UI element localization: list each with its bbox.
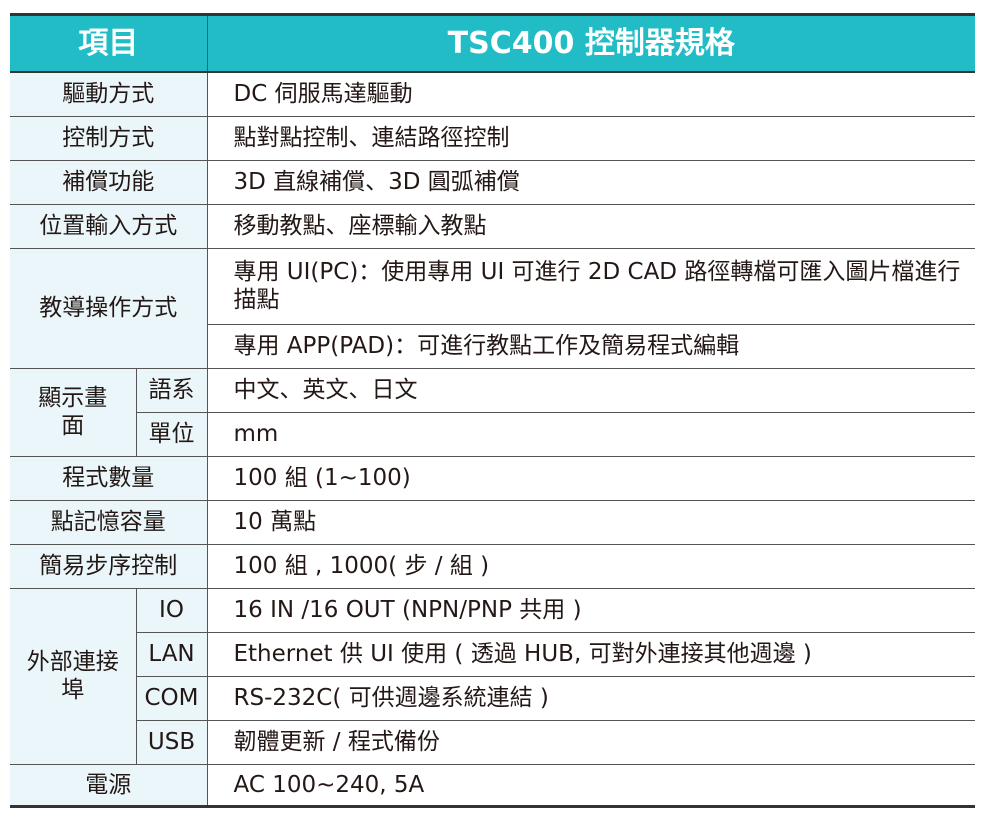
table-row: 程式數量 100 組 (1~100) — [10, 455, 975, 501]
header-row: 項目 TSC400 控制器規格 — [10, 13, 975, 73]
row-value: mm — [206, 411, 975, 457]
sub-label: USB — [136, 719, 208, 765]
row-value: 10 萬點 — [206, 499, 975, 545]
row-value: 專用 APP(PAD)：可進行教點工作及簡易程式編輯 — [207, 323, 975, 369]
row-label: 驅動方式 — [10, 71, 208, 117]
row-label: 顯示畫面 — [10, 367, 137, 457]
sub-label: IO — [135, 587, 208, 633]
row-label: 位置輸入方式 — [10, 203, 208, 249]
table-row: 補償功能 3D 直線補償、3D 圓弧補償 — [10, 159, 975, 205]
table-row: 控制方式 點對點控制、連結路徑控制 — [10, 115, 975, 161]
row-label: 程式數量 — [10, 455, 208, 501]
row-value: 移動教點、座標輸入教點 — [206, 203, 975, 249]
row-value: 專用 UI(PC)：使用專用 UI 可進行 2D CAD 路徑轉檔可匯入圖片檔進… — [206, 247, 975, 325]
row-value: 韌體更新 / 程式備份 — [206, 719, 975, 765]
table-row: 專用 APP(PAD)：可進行教點工作及簡易程式編輯 — [10, 323, 975, 369]
table-row: 顯示畫面 語系 中文、英文、日文 — [10, 367, 975, 457]
table-row: USB 韌體更新 / 程式備份 — [10, 719, 975, 765]
table-row: 外部連接埠 IO 16 IN /16 OUT (NPN/PNP 共用 ) — [10, 587, 975, 765]
row-value: 100 組 (1~100) — [206, 455, 975, 501]
header-spec: TSC400 控制器規格 — [206, 13, 975, 73]
sub-label: LAN — [136, 631, 208, 677]
row-label: 控制方式 — [10, 115, 208, 161]
sub-label: 語系 — [135, 367, 208, 413]
table-row: 電源 AC 100~240, 5A — [10, 763, 975, 808]
row-value: 3D 直線補償、3D 圓弧補償 — [206, 159, 975, 205]
sub-label: COM — [136, 675, 208, 721]
row-label: 教導操作方式 — [10, 247, 208, 369]
row-label: 點記憶容量 — [10, 499, 208, 545]
sub-label: 單位 — [136, 411, 208, 457]
row-label: 電源 — [10, 763, 208, 808]
table-row: 位置輸入方式 移動教點、座標輸入教點 — [10, 203, 975, 249]
row-value: RS-232C( 可供週邊系統連結 ) — [206, 675, 975, 721]
table-row: 單位 mm — [10, 411, 975, 457]
row-value: 點對點控制、連結路徑控制 — [206, 115, 975, 161]
row-value: DC 伺服馬達驅動 — [206, 71, 975, 117]
table-row: 點記憶容量 10 萬點 — [10, 499, 975, 545]
row-label: 外部連接埠 — [10, 587, 137, 765]
row-value: AC 100~240, 5A — [206, 763, 975, 808]
row-value: 中文、英文、日文 — [206, 367, 975, 413]
header-item: 項目 — [10, 13, 208, 73]
row-value: 100 組 , 1000( 步 / 組 ) — [206, 543, 975, 589]
row-value: 16 IN /16 OUT (NPN/PNP 共用 ) — [206, 587, 975, 633]
row-label: 補償功能 — [10, 159, 208, 205]
row-value: Ethernet 供 UI 使用 ( 透過 HUB, 可對外連接其他週邊 ) — [206, 631, 975, 677]
table-row: LAN Ethernet 供 UI 使用 ( 透過 HUB, 可對外連接其他週邊 … — [10, 631, 975, 677]
table-row: 驅動方式 DC 伺服馬達驅動 — [10, 71, 975, 117]
row-label: 簡易步序控制 — [10, 543, 208, 589]
table-row: COM RS-232C( 可供週邊系統連結 ) — [10, 675, 975, 721]
spec-table: 項目 TSC400 控制器規格 驅動方式 DC 伺服馬達驅動 控制方式 點對點控制、… — [10, 13, 975, 808]
table-row: 簡易步序控制 100 組 , 1000( 步 / 組 ) — [10, 543, 975, 589]
table-row: 教導操作方式 專用 UI(PC)：使用專用 UI 可進行 2D CAD 路徑轉檔可… — [10, 247, 975, 369]
